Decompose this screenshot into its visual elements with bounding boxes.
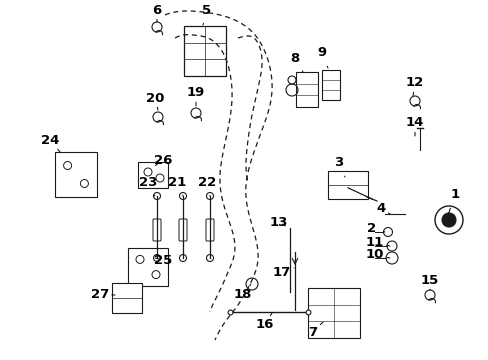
FancyBboxPatch shape — [179, 219, 186, 241]
Text: 14: 14 — [405, 117, 423, 136]
Text: 5: 5 — [202, 4, 211, 25]
Text: 12: 12 — [405, 77, 423, 96]
Text: 6: 6 — [152, 4, 162, 22]
Bar — [321, 70, 339, 100]
Bar — [183, 26, 225, 76]
Text: 27: 27 — [91, 288, 115, 302]
Text: 13: 13 — [269, 216, 287, 229]
Text: 10: 10 — [365, 248, 389, 261]
Text: 11: 11 — [365, 235, 389, 248]
Text: 21: 21 — [167, 175, 186, 196]
Text: 25: 25 — [154, 253, 172, 266]
Text: 3: 3 — [334, 157, 345, 177]
Text: 9: 9 — [317, 46, 327, 68]
Bar — [112, 283, 142, 313]
Text: 17: 17 — [272, 266, 293, 279]
Text: 2: 2 — [366, 221, 384, 234]
Text: 19: 19 — [186, 86, 204, 106]
Text: 4: 4 — [376, 202, 389, 215]
Text: 1: 1 — [447, 189, 459, 214]
FancyBboxPatch shape — [205, 219, 214, 241]
Text: 26: 26 — [154, 153, 172, 166]
Bar — [138, 162, 168, 188]
Text: 7: 7 — [308, 322, 323, 338]
Text: 24: 24 — [41, 134, 60, 152]
FancyBboxPatch shape — [153, 219, 161, 241]
Bar — [327, 171, 367, 199]
Bar — [307, 288, 359, 338]
Bar — [128, 248, 168, 286]
Text: 20: 20 — [145, 91, 164, 110]
Text: 23: 23 — [139, 175, 157, 196]
Bar — [55, 152, 97, 197]
Bar — [295, 72, 317, 107]
Text: 15: 15 — [420, 274, 438, 290]
Text: 18: 18 — [233, 284, 252, 302]
Text: 22: 22 — [198, 175, 216, 196]
Text: 16: 16 — [255, 313, 274, 332]
Circle shape — [441, 213, 455, 227]
Text: 8: 8 — [290, 51, 303, 72]
